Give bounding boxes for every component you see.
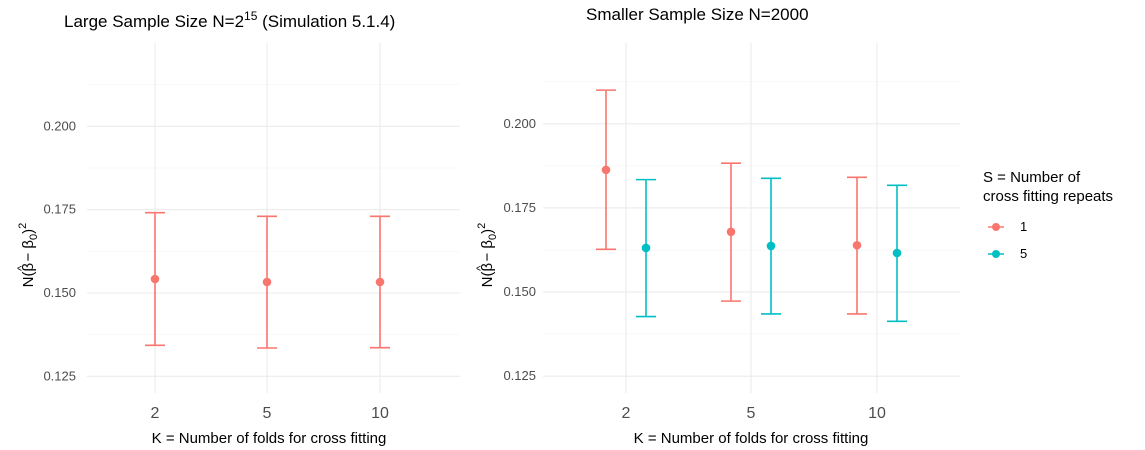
- y-tick-label: 0.150: [503, 284, 536, 299]
- legend-entry-5: 5: [988, 246, 1027, 261]
- x-tick-label: 2: [622, 405, 631, 422]
- left-y-axis-title: N(β^ − β0)2: [16, 223, 40, 288]
- x-tick-label: 5: [747, 405, 756, 422]
- y-tick-label: 0.175: [43, 202, 76, 217]
- estimate-point: [262, 277, 272, 287]
- right-chart-panel: Smaller Sample Size N=2000 0.1250.1500.1…: [475, 5, 960, 447]
- estimate-point: [766, 241, 776, 251]
- estimate-point: [150, 274, 160, 284]
- y-tick-label: 0.125: [503, 368, 536, 383]
- legend-title-line1: S = Number of: [983, 169, 1081, 186]
- y-tick-label: 0.200: [503, 116, 536, 131]
- legend-label: 5: [1020, 246, 1027, 261]
- left-chart-title: Large Sample Size N=215 (Simulation 5.1.…: [64, 9, 395, 31]
- legend: S = Number of cross fitting repeats 1 5: [983, 169, 1113, 261]
- x-tick-label: 5: [263, 405, 272, 422]
- legend-title-line2: cross fitting repeats: [983, 188, 1113, 205]
- left-plot-area: 0.125 0.150 0.175 0.200 2 5 10: [43, 43, 460, 422]
- estimate-point: [375, 277, 385, 287]
- legend-key-point: [992, 223, 1000, 231]
- right-x-axis-title: K = Number of folds for cross fitting: [634, 430, 869, 447]
- right-chart-title: Smaller Sample Size N=2000: [586, 5, 809, 24]
- x-tick-label: 10: [371, 405, 389, 422]
- estimate-point: [601, 165, 611, 175]
- legend-entry-1: 1: [988, 219, 1027, 234]
- estimate-point: [641, 243, 651, 253]
- right-plot-area: 0.125 0.150 0.175 0.200 2 5 10: [503, 43, 960, 422]
- estimate-point: [852, 240, 862, 250]
- legend-key-point: [992, 250, 1000, 258]
- y-tick-label: 0.150: [43, 285, 76, 300]
- y-tick-label: 0.200: [43, 118, 76, 133]
- left-x-axis-title: K = Number of folds for cross fitting: [152, 430, 387, 447]
- estimate-point: [892, 248, 902, 258]
- legend-label: 1: [1020, 219, 1027, 234]
- y-tick-label: 0.175: [503, 200, 536, 215]
- estimate-point: [726, 227, 736, 237]
- left-chart-panel: Large Sample Size N=215 (Simulation 5.1.…: [16, 9, 460, 447]
- x-tick-label: 2: [151, 405, 160, 422]
- x-tick-label: 10: [868, 405, 886, 422]
- right-y-axis-title: N(β^ − β0)2: [475, 223, 499, 288]
- y-tick-label: 0.125: [43, 368, 76, 383]
